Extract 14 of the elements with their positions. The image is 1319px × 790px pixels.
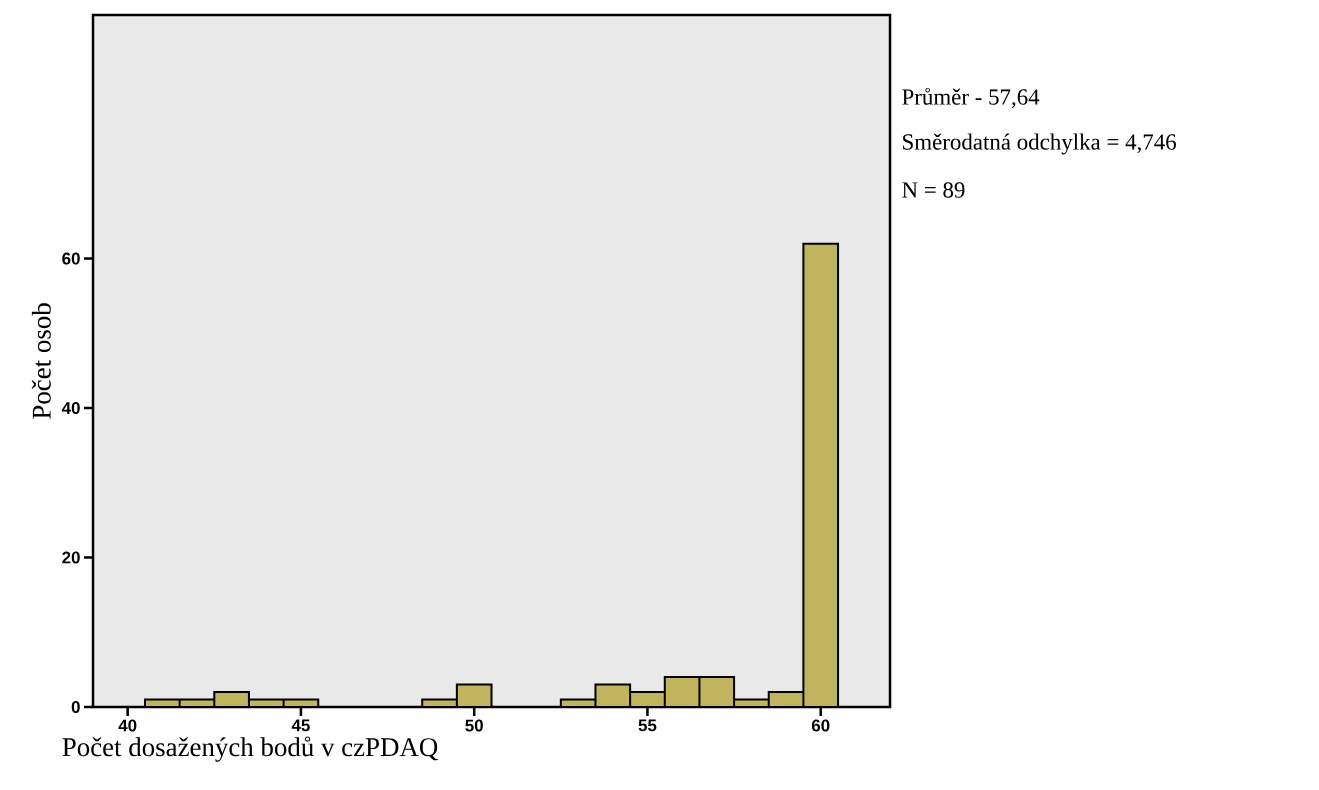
text: Průměr - 57,64 [902, 87, 1040, 109]
x-tick-label: 60 [811, 719, 830, 732]
y-tick-label: 20 [62, 551, 80, 564]
x-tick-label: 55 [638, 719, 657, 732]
x-tick-label: 40 [118, 719, 137, 732]
y-tick-label: 40 [61, 402, 80, 415]
x-tick-label: 45 [291, 719, 310, 732]
text: N = 89 [902, 182, 965, 198]
y-tick-label: 60 [62, 252, 80, 265]
y-axis-title: Počet osob [31, 303, 51, 419]
x-axis-title: Počet dosažených bodů v czPDAQ [62, 736, 438, 762]
y-tick-label: 0 [71, 701, 80, 713]
text: Směrodatná odchylka = 4,746 [903, 133, 1176, 155]
x-tick-label: 50 [465, 719, 483, 732]
